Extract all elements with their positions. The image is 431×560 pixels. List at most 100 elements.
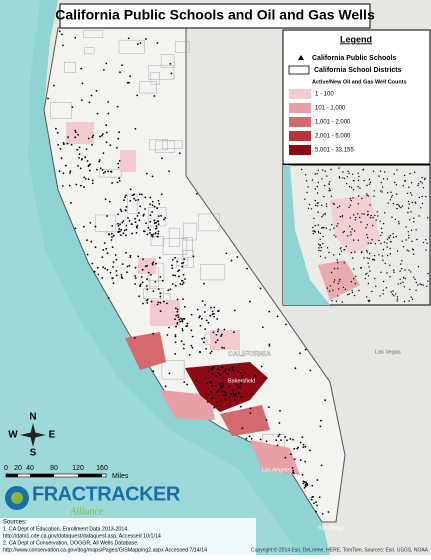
district-boundary — [50, 102, 72, 119]
school-point — [171, 264, 173, 267]
school-point — [372, 170, 375, 172]
school-point — [127, 37, 130, 40]
school-point — [74, 131, 77, 134]
school-points — [47, 30, 330, 515]
school-point — [107, 296, 110, 299]
school-point — [134, 266, 137, 269]
school-point — [320, 464, 323, 467]
school-point — [393, 295, 395, 297]
school-point — [324, 399, 327, 402]
school-point — [305, 180, 308, 182]
school-point — [136, 94, 139, 97]
school-point — [199, 315, 201, 317]
place-label: San Diego — [318, 525, 344, 531]
school-point — [250, 437, 253, 440]
school-point — [180, 279, 183, 282]
school-point — [138, 295, 141, 298]
school-point — [352, 239, 355, 241]
school-point — [367, 242, 369, 244]
school-point — [277, 435, 280, 438]
school-point — [117, 225, 120, 227]
school-point — [115, 270, 118, 272]
school-point — [395, 235, 397, 238]
school-point — [116, 105, 119, 108]
district-boundary — [150, 72, 160, 85]
school-point — [111, 277, 114, 279]
school-point — [105, 124, 108, 127]
school-point — [210, 350, 213, 353]
school-point — [126, 265, 129, 268]
school-point — [149, 196, 152, 199]
school-point — [103, 69, 105, 71]
school-point — [109, 144, 112, 147]
school-point — [209, 314, 212, 317]
school-point — [134, 275, 137, 277]
school-point — [325, 203, 328, 205]
school-point — [226, 373, 229, 375]
school-point — [91, 136, 94, 139]
school-point — [380, 271, 382, 273]
school-point — [181, 329, 184, 332]
school-point — [102, 172, 105, 174]
school-point — [338, 177, 341, 179]
class-label: 1 - 100 — [315, 92, 334, 98]
school-point — [335, 300, 338, 302]
school-point — [304, 198, 306, 200]
school-point — [246, 267, 249, 270]
school-point — [338, 280, 340, 282]
school-point — [166, 302, 168, 305]
school-point — [359, 216, 361, 219]
school-point — [409, 288, 411, 291]
school-point — [110, 232, 113, 235]
class-swatch — [289, 117, 311, 127]
school-point — [220, 335, 222, 337]
school-point — [213, 306, 216, 309]
school-point — [216, 318, 219, 320]
school-point — [338, 205, 341, 207]
school-point — [122, 220, 125, 222]
school-point — [151, 200, 154, 203]
school-point — [386, 192, 389, 194]
school-point — [260, 365, 263, 368]
school-point — [129, 188, 132, 191]
school-point — [107, 170, 109, 173]
school-point — [103, 242, 106, 245]
map-title: California Public Schools and Oil and Ga… — [55, 7, 375, 23]
school-point — [357, 172, 359, 174]
school-point — [366, 272, 368, 275]
school-point — [176, 310, 179, 313]
school-point — [340, 250, 343, 252]
school-point — [402, 246, 405, 248]
legend-item: California School Districts — [314, 67, 402, 74]
school-point — [57, 144, 60, 146]
school-point — [368, 183, 371, 185]
school-point — [357, 213, 359, 215]
school-point — [134, 127, 137, 130]
district-symbol — [288, 65, 310, 75]
school-point — [126, 271, 128, 274]
school-point — [396, 207, 398, 210]
school-point — [404, 180, 406, 182]
school-point — [205, 348, 208, 350]
school-point — [417, 284, 419, 286]
school-point — [106, 268, 109, 271]
school-point — [410, 229, 413, 231]
school-point — [102, 249, 105, 251]
legend-classes: 1 - 100 101 - 1,000 1,001 - 2,000 2,001 … — [289, 89, 354, 155]
school-point — [284, 456, 287, 459]
school-point — [216, 339, 219, 341]
school-point — [296, 447, 299, 450]
school-point — [403, 300, 406, 303]
school-point — [346, 182, 348, 185]
school-point — [238, 387, 241, 389]
school-point — [344, 288, 347, 290]
school-point — [398, 223, 400, 225]
school-point — [159, 276, 162, 278]
school-point — [233, 331, 235, 334]
school-point — [220, 386, 223, 389]
school-point — [140, 193, 143, 196]
school-point — [380, 242, 382, 245]
school-point — [138, 212, 140, 214]
school-point — [364, 277, 366, 280]
